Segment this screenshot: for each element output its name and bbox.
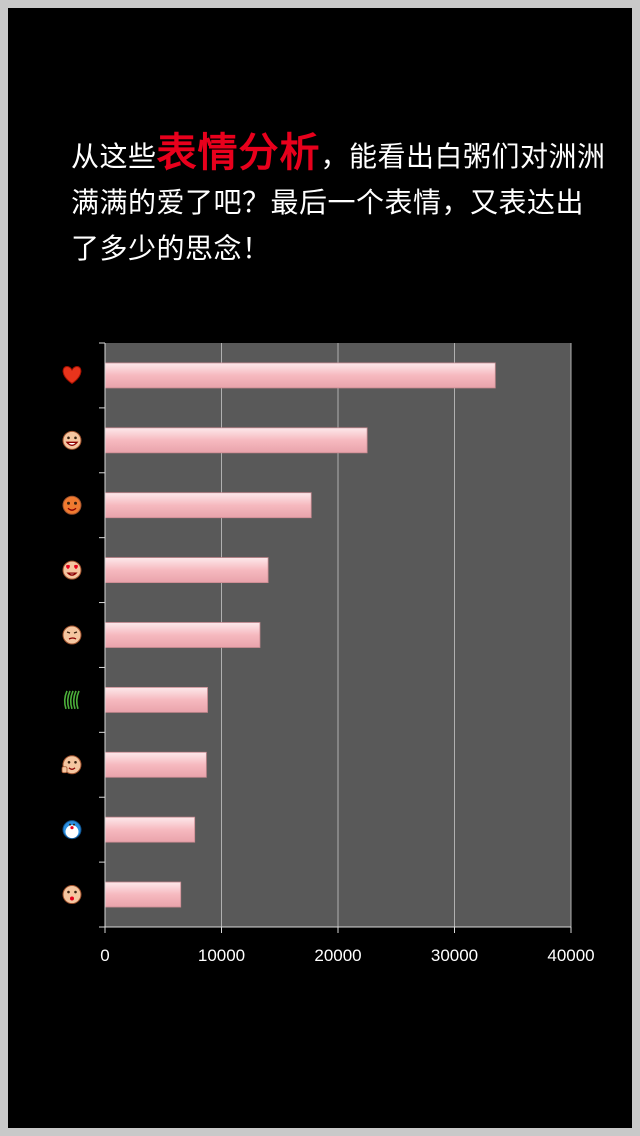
- icon-eye: [67, 501, 70, 505]
- heart-emoji-icon: [62, 365, 82, 385]
- icon-mouth: [70, 896, 74, 901]
- thumbs-up-face-emoji-icon: [61, 755, 82, 775]
- icon-heart: [62, 365, 82, 385]
- bar-6: [104, 686, 208, 713]
- bar-1: [104, 362, 496, 389]
- intro-text: 从这些表情分析，能看出白粥们对洲洲满满的爱了吧？最后一个表情，又表达出了多少的思…: [71, 130, 611, 272]
- blowing-face-emoji-icon: [62, 885, 82, 905]
- icon-blade: [66, 690, 71, 710]
- bar-8: [104, 816, 196, 843]
- icon-face: [62, 885, 82, 905]
- icon-mouth: [67, 507, 77, 511]
- icon-blade: [75, 690, 80, 710]
- intro-after: ，能看出白粥们对洲洲满满的爱了吧？最后一个表情，又表达出了多少的思念！: [71, 140, 606, 265]
- icon-eye: [67, 760, 71, 764]
- icon-blade: [63, 690, 68, 710]
- icon-eye: [66, 631, 71, 634]
- bar-2: [104, 427, 368, 454]
- icon-thumb: [61, 766, 68, 774]
- icon-mouth: [65, 441, 79, 446]
- icon-mouth: [68, 637, 77, 640]
- icon-eye: [67, 436, 70, 440]
- bar-9: [104, 881, 182, 908]
- icon-face: [62, 625, 82, 645]
- icon-eye: [74, 436, 77, 440]
- bar-7: [104, 751, 207, 778]
- icon-eye: [74, 501, 77, 505]
- heart-eyes-emoji-icon: [62, 560, 82, 580]
- icon-nose: [70, 826, 74, 830]
- icon-heart-eye: [74, 564, 78, 570]
- grass-emoji-icon: [63, 690, 80, 710]
- x-tick-label: 0: [100, 946, 109, 965]
- icon-eye: [67, 890, 70, 894]
- icon-mouth: [68, 767, 76, 770]
- icon-eye: [74, 760, 77, 764]
- sly-face-emoji-icon: [62, 625, 82, 645]
- icon-face: [62, 755, 82, 775]
- x-tick-labels: 0 10000 20000 30000 40000: [100, 946, 594, 965]
- icon-eye: [73, 631, 78, 634]
- icon-eye: [74, 890, 77, 894]
- bar-4: [104, 557, 269, 584]
- icon-eye: [73, 823, 75, 826]
- x-tick-label: 40000: [547, 946, 594, 965]
- axes: [99, 342, 572, 933]
- bar-5: [104, 622, 261, 648]
- icon-eye: [69, 823, 71, 826]
- bar-3: [104, 492, 312, 519]
- grinning-face-emoji-icon: [62, 430, 82, 450]
- x-tick-label: 10000: [198, 946, 245, 965]
- icon-face: [62, 560, 82, 580]
- icon-heart-eye: [66, 564, 70, 570]
- x-tick-label: 30000: [431, 946, 478, 965]
- icon-face-inner: [65, 825, 79, 839]
- intro-before: 从这些: [71, 140, 157, 173]
- x-tick-label: 20000: [314, 946, 361, 965]
- red-round-face-emoji-icon: [62, 495, 82, 515]
- intro-highlight: 表情分析: [156, 130, 321, 176]
- icon-blade: [72, 690, 77, 710]
- category-icons: [61, 365, 82, 905]
- icon-blade: [69, 690, 74, 710]
- bars: [104, 362, 496, 908]
- icon-face: [62, 430, 82, 450]
- icon-face: [62, 495, 82, 515]
- doraemon-emoji-icon: [62, 820, 82, 840]
- icon-mouth: [66, 572, 78, 576]
